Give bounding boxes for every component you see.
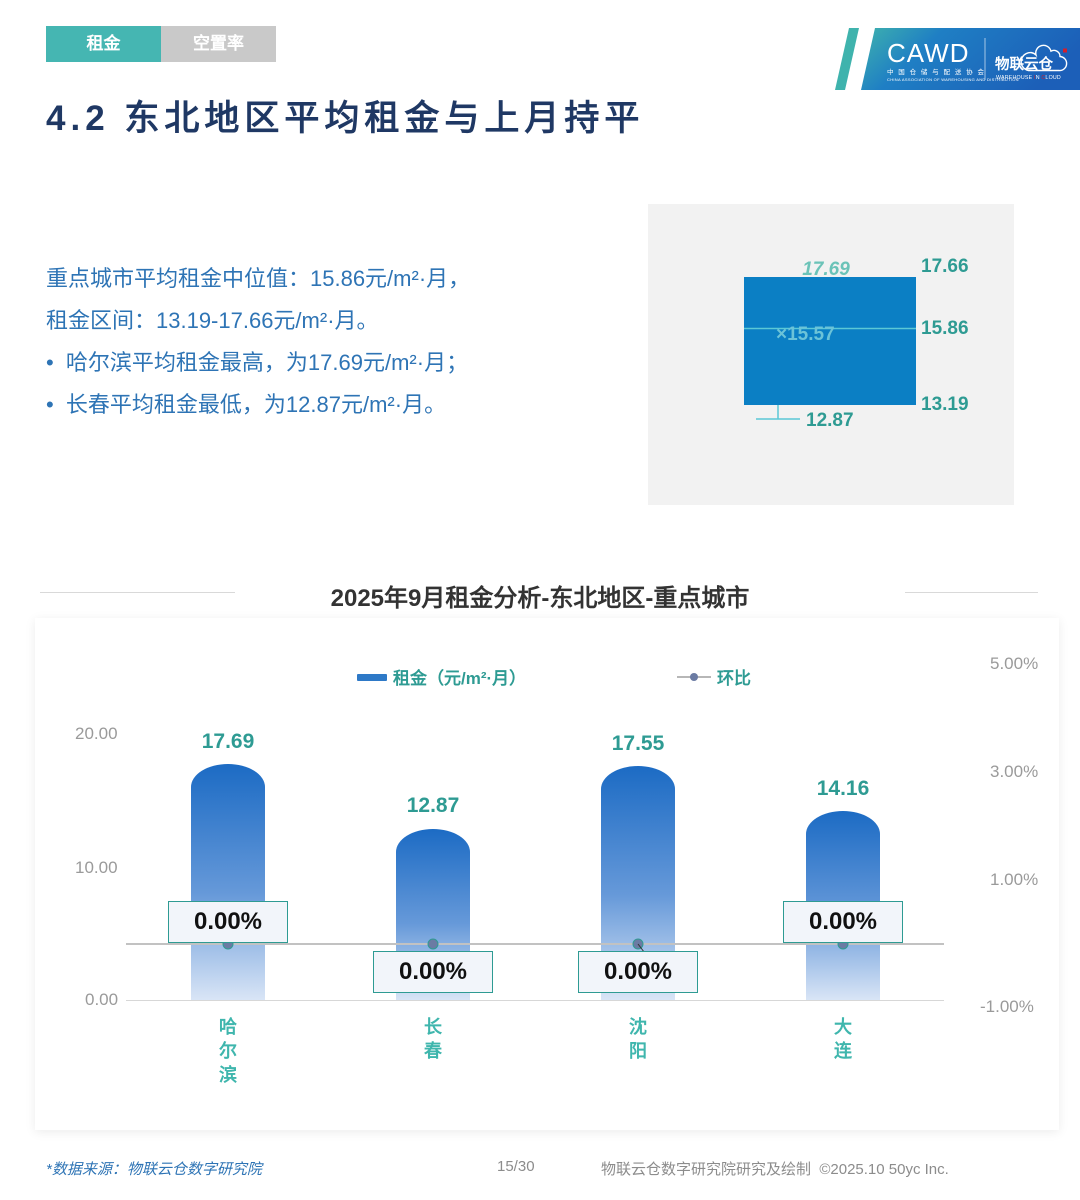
svg-text:17.69: 17.69 xyxy=(802,259,850,280)
svg-text:×15.57: ×15.57 xyxy=(776,324,835,345)
svg-text:中 国 仓 储 与 配 送 协 会: 中 国 仓 储 与 配 送 协 会 xyxy=(887,67,985,76)
svg-text:17.66: 17.66 xyxy=(921,256,969,277)
svg-text:15.86: 15.86 xyxy=(921,318,969,339)
svg-text:13.19: 13.19 xyxy=(921,394,969,415)
svg-text:物联云仓: 物联云仓 xyxy=(995,55,1053,73)
svg-text:CAWD: CAWD xyxy=(887,38,969,68)
svg-text:WAREHOUSE IN CLOUD: WAREHOUSE IN CLOUD xyxy=(996,75,1061,81)
svg-text:12.87: 12.87 xyxy=(806,410,854,431)
